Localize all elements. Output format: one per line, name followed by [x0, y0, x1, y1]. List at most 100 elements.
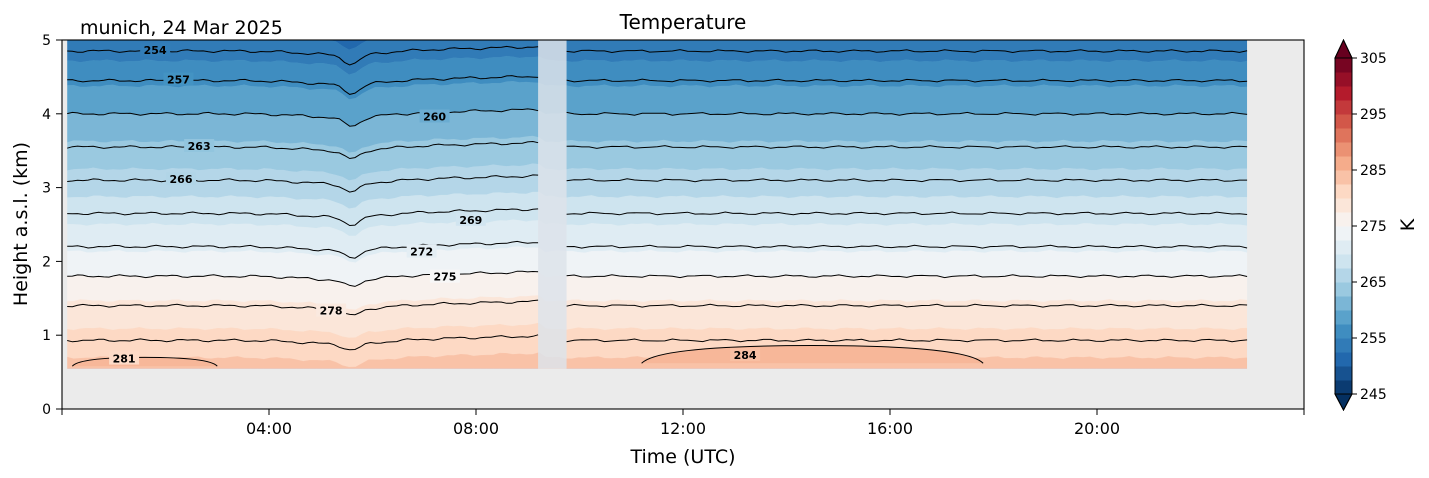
contour-label-bg — [163, 72, 194, 86]
contour-line-281 — [566, 338, 1248, 343]
colorbar-segment — [1335, 170, 1352, 185]
contour-line-266 — [566, 178, 1248, 183]
x-axis: 04:00 08:00 12:00 16:00 20:00 — [61, 409, 1305, 438]
colorbar-segment — [1335, 226, 1352, 241]
colorbar-extend-min — [1334, 393, 1353, 412]
warm-core-band — [641, 345, 984, 364]
x-tick-label: 04:00 — [246, 419, 292, 438]
contour-line-275 — [566, 274, 1248, 279]
colorbar-segment — [1335, 366, 1352, 381]
contour-line-278 — [67, 299, 539, 316]
y-tick-label: 4 — [42, 107, 51, 123]
temperature-field — [62, 40, 1304, 409]
contour-label-bg — [419, 109, 450, 123]
contour-label-263: 263 — [188, 140, 211, 153]
colorbar-segment — [1335, 240, 1352, 255]
y-tick-label: 1 — [42, 328, 51, 344]
contour-line-260 — [566, 111, 1248, 116]
colorbar-segment — [1335, 184, 1352, 199]
colorbar-segment — [1335, 128, 1352, 143]
contour-line-284 — [641, 345, 984, 364]
contour-label-284: 284 — [734, 349, 757, 362]
contour-label-266: 266 — [170, 173, 193, 186]
contour-line-272 — [67, 240, 539, 259]
y-tick-label: 5 — [42, 33, 51, 49]
contour-line-284 — [71, 356, 218, 367]
contour-line-278 — [566, 303, 1248, 308]
x-tick-label: 08:00 — [453, 419, 499, 438]
contour-label-bg — [429, 269, 460, 283]
colorbar-segment — [1335, 254, 1352, 269]
colorbar-segment — [1335, 142, 1352, 157]
x-tick-label: 16:00 — [867, 419, 913, 438]
contour-line-254 — [566, 49, 1248, 54]
colorbar-segment — [1335, 324, 1352, 339]
colorbar-segment — [1335, 338, 1352, 353]
y-axis: 0 1 2 3 4 5 — [42, 33, 62, 418]
chart-subtitle: munich, 24 Mar 2025 — [80, 17, 283, 39]
chart-title: Temperature — [619, 10, 747, 34]
y-tick-label: 2 — [42, 254, 51, 270]
contour-line-263 — [67, 140, 539, 160]
colorbar-segment — [1335, 86, 1352, 101]
contour-label-254: 254 — [144, 44, 167, 57]
contour-line-263 — [566, 145, 1248, 150]
contour-line-257 — [67, 75, 539, 95]
no-data-region — [62, 40, 68, 409]
colorbar-label: K — [1397, 218, 1419, 231]
contour-label-260: 260 — [423, 110, 446, 123]
contour-label-275: 275 — [433, 271, 456, 284]
contour-line-269 — [67, 208, 539, 227]
contour-label-bg — [455, 212, 486, 226]
colorbar-segment — [1335, 282, 1352, 297]
contour-label-272: 272 — [410, 246, 433, 259]
contour-line-272 — [566, 244, 1248, 249]
x-axis-label: Time (UTC) — [629, 446, 735, 468]
contour-label-bg — [184, 139, 215, 153]
colorbar-segment — [1335, 198, 1352, 213]
contour-label-269: 269 — [459, 214, 482, 227]
colorbar-segment — [1335, 212, 1352, 227]
x-tick-label: 20:00 — [1074, 419, 1120, 438]
contour-label-bg — [140, 43, 171, 57]
colorbar-tick-label: 265 — [1360, 275, 1387, 291]
contour-label-257: 257 — [167, 74, 190, 87]
colorbar-tick-label: 255 — [1360, 331, 1387, 347]
y-tick-label: 3 — [42, 181, 51, 197]
y-tick-label: 0 — [42, 402, 51, 418]
contour-label-bg — [406, 244, 437, 258]
colorbar-tick-label: 295 — [1360, 107, 1387, 123]
contour-line-257 — [566, 78, 1248, 83]
colorbar: 245 255 265 275 285 295 305 — [1334, 38, 1387, 412]
contour-line-266 — [67, 174, 539, 193]
warm-core-band — [72, 357, 218, 367]
data-gap — [538, 40, 567, 369]
colorbar-segment — [1335, 72, 1352, 87]
y-axis-label: Height a.s.l. (km) — [10, 142, 32, 306]
colorbar-tick-label: 305 — [1360, 51, 1387, 67]
colorbar-tick-label: 285 — [1360, 163, 1387, 179]
no-data-region — [62, 368, 1304, 409]
contour-line-281 — [67, 334, 539, 351]
colorbar-segment — [1335, 310, 1352, 325]
colorbar-segment — [1335, 268, 1352, 283]
colorbar-segment — [1335, 352, 1352, 367]
colorbar-extend-max — [1334, 38, 1353, 59]
contour-label-278: 278 — [320, 305, 343, 318]
contour-line-260 — [67, 108, 539, 127]
contour-label-281: 281 — [113, 353, 136, 366]
colorbar-segment — [1335, 296, 1352, 311]
colorbar-tick-label: 245 — [1360, 387, 1387, 403]
contour-label-bg — [730, 347, 761, 361]
x-tick-label: 12:00 — [660, 419, 706, 438]
contour-label-bg — [316, 303, 347, 317]
contour-line-269 — [566, 211, 1248, 216]
contour-label-bg — [166, 172, 197, 186]
colorbar-segment — [1335, 156, 1352, 171]
colorbar-segment — [1335, 58, 1352, 73]
colorbar-tick-label: 275 — [1360, 219, 1387, 235]
contour-lines — [67, 45, 1248, 367]
contour-label-bg — [109, 351, 140, 365]
